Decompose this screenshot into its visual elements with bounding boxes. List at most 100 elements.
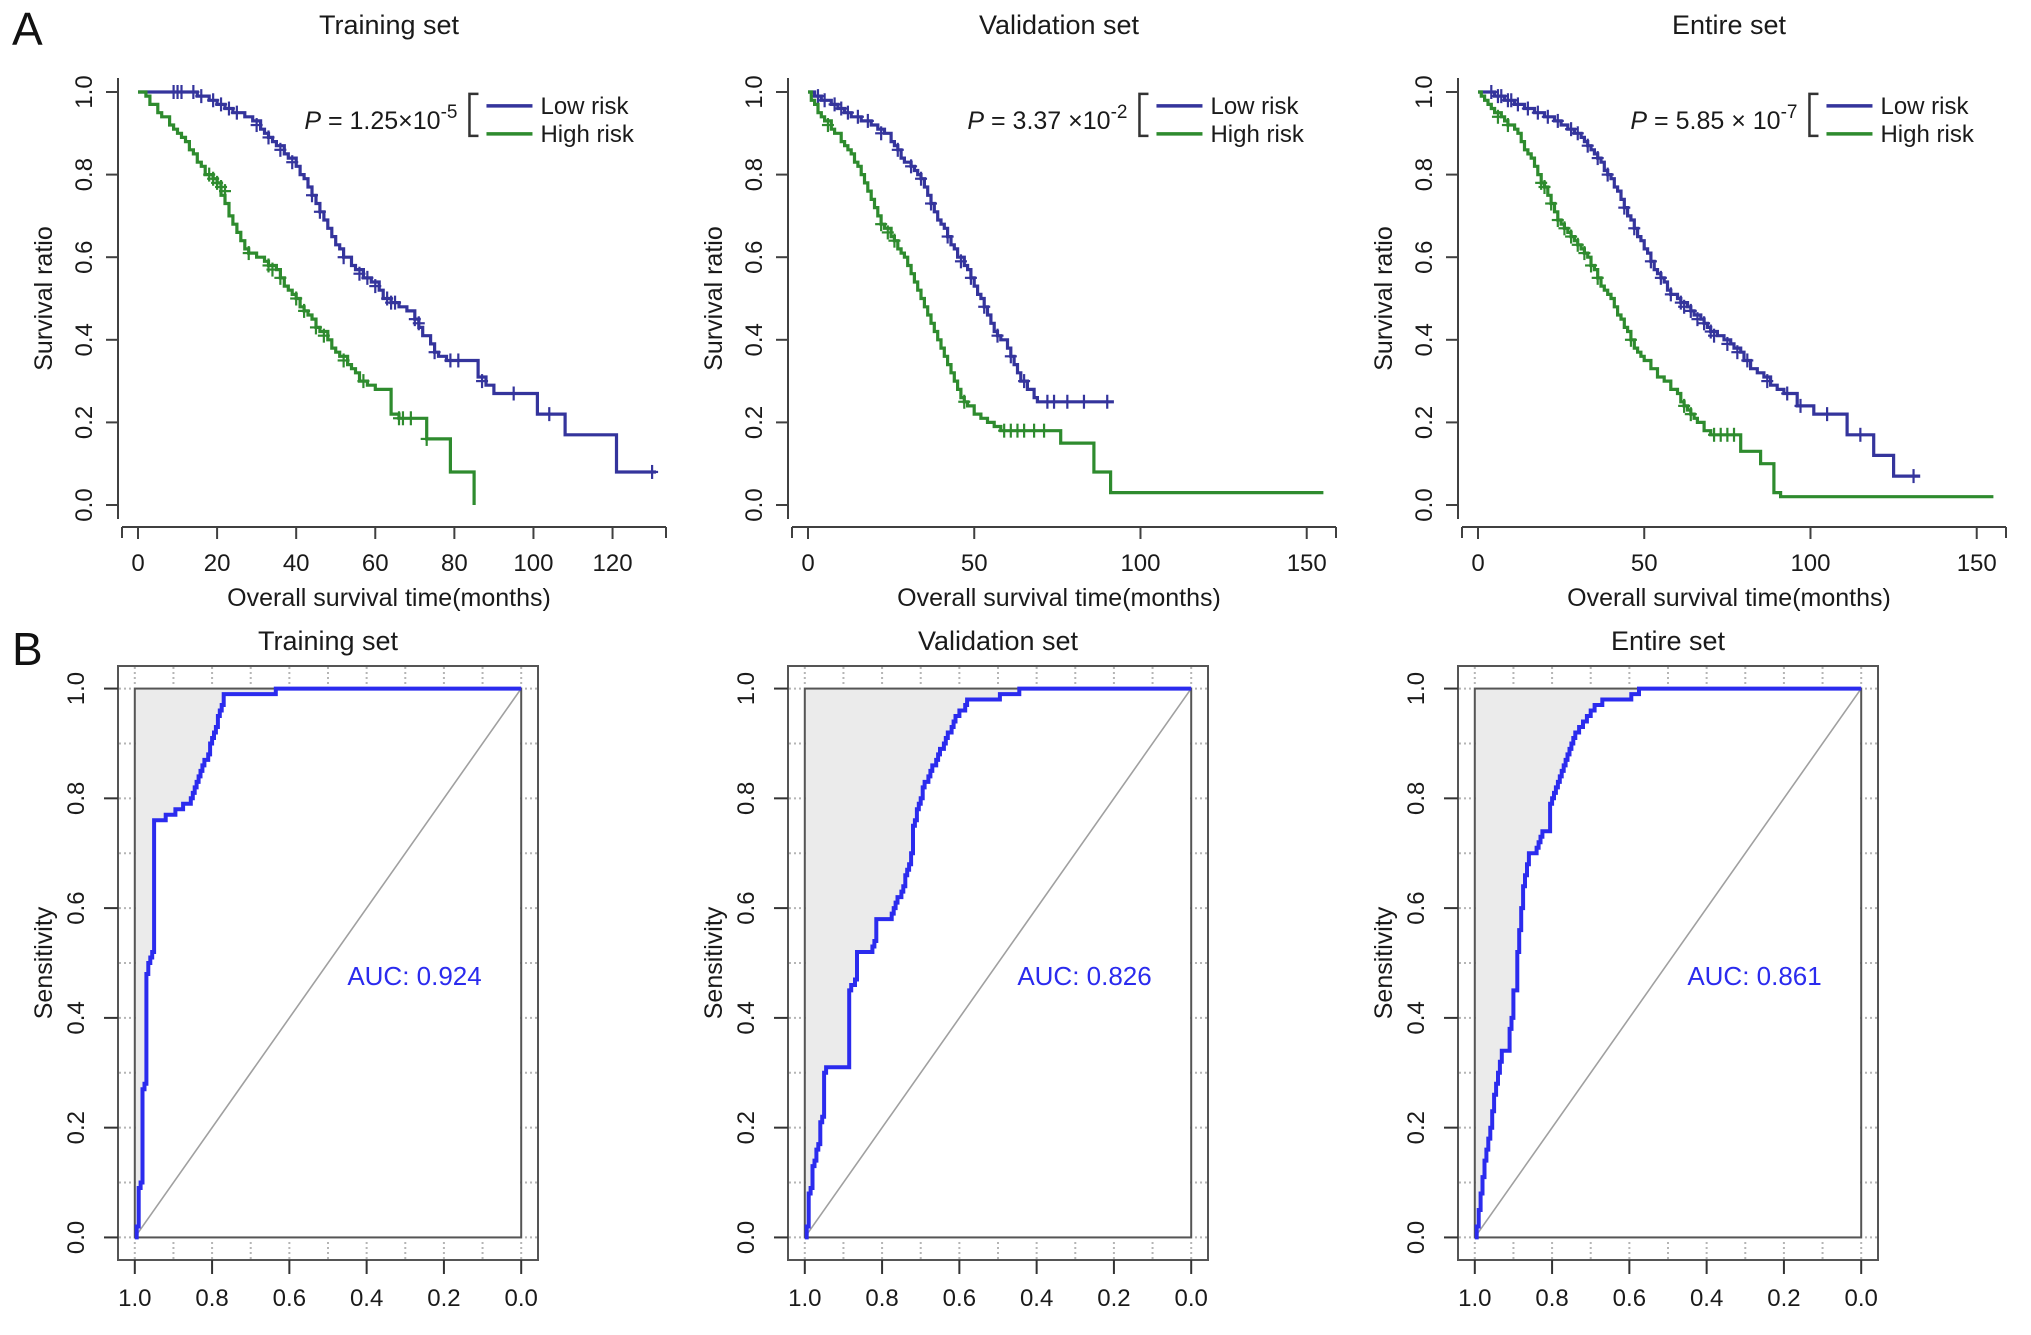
chart-title: Training set bbox=[258, 626, 399, 656]
y-axis-label: Sensitivity bbox=[700, 906, 728, 1019]
svg-text:120: 120 bbox=[593, 550, 633, 577]
svg-text:1.0: 1.0 bbox=[1403, 672, 1430, 705]
plot-frame bbox=[117, 665, 539, 1261]
svg-text:0.6: 0.6 bbox=[273, 1285, 306, 1312]
y-axis-label: Survival ratio bbox=[700, 226, 728, 371]
svg-text:50: 50 bbox=[961, 550, 988, 577]
y-axis: 0.0 0.2 0.4 0.6 0.8 1.0 bbox=[1403, 672, 1458, 1254]
svg-text:0.4: 0.4 bbox=[733, 1001, 760, 1034]
auc-shade-region bbox=[1474, 688, 1862, 1238]
svg-text:0.8: 0.8 bbox=[865, 1285, 898, 1312]
svg-text:0.4: 0.4 bbox=[1020, 1285, 1053, 1312]
svg-text:0.4: 0.4 bbox=[1690, 1285, 1723, 1312]
svg-text:0.8: 0.8 bbox=[1403, 782, 1430, 815]
svg-text:0.0: 0.0 bbox=[733, 1221, 760, 1254]
svg-text:0.6: 0.6 bbox=[71, 241, 98, 274]
svg-text:0: 0 bbox=[131, 550, 144, 577]
panel-a-label: A bbox=[12, 3, 43, 55]
x-axis-label: Overall survival time(months) bbox=[1567, 584, 1891, 612]
high-risk-curve bbox=[1478, 90, 1994, 499]
svg-text:0.4: 0.4 bbox=[741, 323, 768, 356]
legend-bracket bbox=[468, 92, 479, 138]
roc-curve bbox=[804, 686, 1192, 1240]
y-axis-label: Sensitivity bbox=[1370, 906, 1398, 1019]
svg-text:1.0: 1.0 bbox=[788, 1285, 821, 1312]
svg-text:0.8: 0.8 bbox=[733, 782, 760, 815]
svg-text:0.2: 0.2 bbox=[1411, 406, 1438, 439]
auc-label: AUC: 0.924 bbox=[347, 961, 481, 991]
chart-title: Validation set bbox=[918, 626, 1079, 656]
svg-text:150: 150 bbox=[1957, 550, 1997, 577]
svg-text:40: 40 bbox=[283, 550, 310, 577]
reference-diagonal bbox=[134, 688, 522, 1238]
low-risk-curve bbox=[1478, 90, 1921, 478]
svg-text:0.0: 0.0 bbox=[1411, 488, 1438, 521]
y-axis: 0.0 0.2 0.4 0.6 0.8 1.0 bbox=[741, 75, 789, 522]
svg-text:0.8: 0.8 bbox=[741, 158, 768, 191]
roc-curve bbox=[1474, 686, 1862, 1240]
svg-text:0.8: 0.8 bbox=[71, 158, 98, 191]
legend-label-high: High risk bbox=[540, 121, 634, 148]
auc-label: AUC: 0.861 bbox=[1687, 961, 1821, 991]
x-axis-label: Overall survival time(months) bbox=[227, 584, 551, 612]
y-axis: 0.0 0.2 0.4 0.6 0.8 1.0 bbox=[733, 672, 788, 1254]
svg-text:0.2: 0.2 bbox=[1767, 1285, 1800, 1312]
high-risk-censor-marks bbox=[203, 167, 433, 446]
p-value-label: P = 1.25×10-5 bbox=[304, 102, 457, 135]
km-entire-svg: Entire set 0.0 0.2 0.4 0.6 0.8 1.0 Survival rat… bbox=[1370, 10, 2007, 612]
svg-text:0.2: 0.2 bbox=[733, 1111, 760, 1144]
svg-text:0.6: 0.6 bbox=[1403, 891, 1430, 924]
inner-box bbox=[803, 687, 1193, 1239]
y-axis-label: Sensitivity bbox=[30, 906, 58, 1019]
svg-text:0.8: 0.8 bbox=[1535, 1285, 1568, 1312]
svg-text:1.0: 1.0 bbox=[63, 672, 90, 705]
svg-text:0.4: 0.4 bbox=[350, 1285, 383, 1312]
svg-text:0.4: 0.4 bbox=[1403, 1001, 1430, 1034]
high-risk-curve bbox=[138, 90, 476, 505]
legend-label-high: High risk bbox=[1880, 121, 1974, 148]
svg-text:50: 50 bbox=[1631, 550, 1658, 577]
legend-label-low: Low risk bbox=[540, 93, 629, 120]
svg-text:0.6: 0.6 bbox=[943, 1285, 976, 1312]
x-axis: 0 20 40 60 80 100 120 bbox=[121, 526, 667, 577]
svg-text:1.0: 1.0 bbox=[71, 75, 98, 108]
high-risk-curve bbox=[808, 90, 1324, 495]
svg-text:0.2: 0.2 bbox=[741, 406, 768, 439]
high-risk-censor-marks bbox=[821, 118, 1051, 438]
svg-text:0.6: 0.6 bbox=[63, 891, 90, 924]
high-risk-censor-marks bbox=[1491, 109, 1741, 442]
y-axis: 0.0 0.2 0.4 0.6 0.8 1.0 bbox=[63, 672, 118, 1254]
plot-frame bbox=[1457, 665, 1879, 1261]
svg-text:0: 0 bbox=[801, 550, 814, 577]
svg-text:0.8: 0.8 bbox=[63, 782, 90, 815]
km-validation-svg: Validation set 0.0 0.2 0.4 0.6 0.8 1.0 Survival… bbox=[700, 10, 1337, 612]
svg-text:100: 100 bbox=[1120, 550, 1160, 577]
y-axis: 0.0 0.2 0.4 0.6 0.8 1.0 bbox=[71, 75, 119, 522]
p-value-label: P = 3.37 ×10-2 bbox=[967, 102, 1127, 135]
svg-text:0.4: 0.4 bbox=[63, 1001, 90, 1034]
svg-text:1.0: 1.0 bbox=[733, 672, 760, 705]
svg-text:0.2: 0.2 bbox=[63, 1111, 90, 1144]
svg-text:100: 100 bbox=[513, 550, 553, 577]
svg-text:60: 60 bbox=[362, 550, 389, 577]
svg-text:0.2: 0.2 bbox=[1403, 1111, 1430, 1144]
roc-entire-svg: Entire set 1.0 0.8 0.6 0.4 0.2 0.0 0.0 0.2 0.4 0.6… bbox=[1370, 626, 1879, 1335]
km-chart-validation: Validation set 0.0 0.2 0.4 0.6 0.8 1.0 Survival… bbox=[688, 0, 1348, 620]
y-axis-label: Survival ratio bbox=[1370, 226, 1398, 371]
legend-bracket bbox=[1138, 92, 1149, 138]
km-training-svg: Training set 0.0 0.2 0.4 0.6 0.8 1.0 Survival r… bbox=[30, 10, 667, 612]
svg-text:100: 100 bbox=[1790, 550, 1830, 577]
svg-text:0.2: 0.2 bbox=[1097, 1285, 1130, 1312]
svg-text:0.0: 0.0 bbox=[1175, 1285, 1208, 1312]
svg-text:0.4: 0.4 bbox=[1411, 323, 1438, 356]
svg-text:0.2: 0.2 bbox=[427, 1285, 460, 1312]
legend-label-low: Low risk bbox=[1210, 93, 1299, 120]
x-axis: 1.0 0.8 0.6 0.4 0.2 0.0 bbox=[1458, 1260, 1878, 1312]
legend-bracket bbox=[1808, 92, 1819, 138]
roc-chart-entire: Entire set 1.0 0.8 0.6 0.4 0.2 0.0 0.0 0.2 0.4 0.6… bbox=[1358, 620, 2018, 1335]
roc-validation-svg: Validation set 1.0 0.8 0.6 0.4 0.2 0.0 0.0 0.2 0.… bbox=[700, 626, 1209, 1335]
svg-text:0.6: 0.6 bbox=[1613, 1285, 1646, 1312]
